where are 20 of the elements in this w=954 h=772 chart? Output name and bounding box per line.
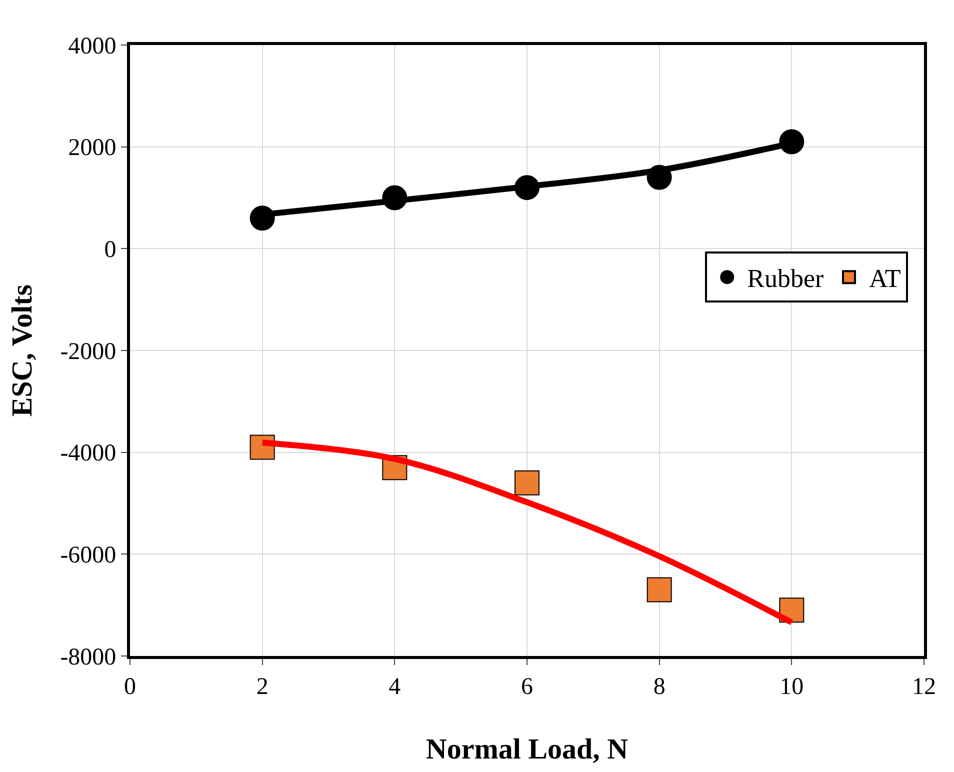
x-tick-label: 2	[256, 674, 268, 700]
y-tick-label: 2000	[68, 135, 116, 162]
x-tick-label: 0	[124, 674, 136, 700]
legend-label: Rubber	[747, 264, 824, 294]
legend-label: AT	[869, 264, 901, 294]
point	[646, 577, 672, 602]
y-axis-title: ESC, Volts	[6, 284, 39, 417]
y-tick-label: 0	[104, 237, 116, 264]
y-tick-label: -8000	[60, 644, 116, 670]
y-tick-label: -4000	[60, 440, 116, 467]
y-tick-label: 4000	[68, 33, 116, 60]
y-tick-label: -6000	[60, 542, 116, 569]
x-tick-label: 10	[780, 674, 804, 700]
x-tick-label: 6	[521, 674, 533, 700]
x-tick-label: 4	[388, 674, 401, 700]
x-tick-label: 8	[653, 674, 666, 700]
y-tick-label: -2000	[60, 338, 116, 365]
x-tick-label: 12	[912, 674, 936, 700]
x-axis-title: Normal Load, N	[426, 734, 628, 766]
point	[514, 470, 540, 496]
